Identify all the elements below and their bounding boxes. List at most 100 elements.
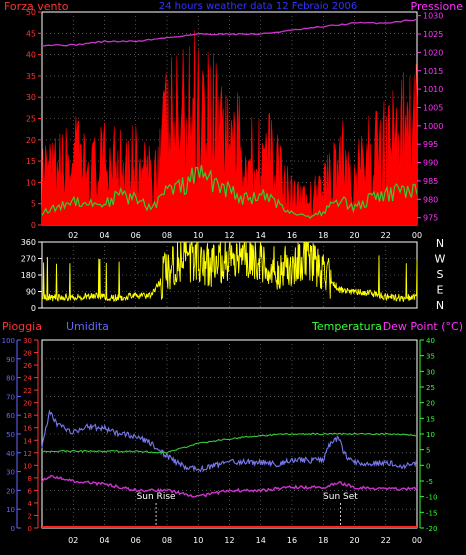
pressure-right-axis: 975 980 985 990 995 1000 1005 1010 1015 1020 1025 1… — [417, 12, 443, 223]
rain-tick-label: 12 — [23, 450, 32, 458]
wind-gust-line — [41, 165, 418, 219]
temperature-tick-label: 20 — [426, 400, 435, 408]
temperature-tick-label: -10 — [426, 494, 437, 502]
temperature-tick-label: 5 — [426, 447, 430, 455]
temperature-tick-label: 15 — [426, 415, 435, 423]
wind-tick-label: 20 — [26, 136, 36, 145]
rain-tick-label: 16 — [23, 425, 32, 433]
x-tick-label: 10 — [193, 231, 203, 240]
dewpoint-line — [41, 474, 418, 498]
x-tick-label: 08 — [162, 536, 172, 545]
pressure-tick-label: 1020 — [423, 48, 443, 57]
x-tick-label: 22 — [381, 536, 391, 545]
bottom-x-axis: 02 04 06 08 10 12 14 16 18 20 22 00 — [68, 536, 422, 545]
pressure-tick-label: 1025 — [423, 30, 443, 39]
wind-left-axis: 0 5 10 15 20 25 30 35 40 45 50 — [26, 8, 42, 230]
humidity-tick-label: 20 — [6, 487, 15, 495]
sun-marker-label: Sun Rise — [137, 492, 176, 502]
wind-tick-label: 35 — [26, 72, 36, 81]
compass-letter: N — [436, 237, 444, 250]
x-tick-label: 02 — [68, 536, 78, 545]
temperature-axis: -20 -15 -10 -5 0 5 10 15 20 25 30 35 40 — [420, 337, 437, 533]
temperature-tick-label: -5 — [426, 478, 433, 486]
temperature-axis-label: Temperatura — [311, 320, 382, 333]
pressure-tick-label: 975 — [423, 214, 438, 223]
pressure-tick-label: 995 — [423, 140, 438, 149]
humidity-tick-label: 70 — [6, 393, 15, 401]
temperature-tick-label: -15 — [426, 509, 437, 517]
x-tick-label: 06 — [131, 536, 141, 545]
temperature-tick-label: 10 — [426, 431, 435, 439]
pressure-tick-label: 1000 — [423, 122, 443, 131]
humidity-tick-label: 100 — [2, 337, 15, 345]
x-tick-label: 14 — [256, 536, 266, 545]
wind-tick-label: 30 — [26, 93, 36, 102]
sun-marker-label: Sun Set — [323, 492, 358, 502]
compass-letter: S — [437, 268, 444, 281]
dewpoint-series — [41, 474, 418, 498]
direction-tick-label: 90 — [26, 288, 36, 297]
x-tick-label: 10 — [193, 536, 203, 545]
humidity-tick-label: 80 — [6, 375, 15, 383]
wind-tick-label: 50 — [26, 8, 36, 17]
humidity-axis: 0 10 20 30 40 50 60 70 80 90 100 — [2, 337, 21, 533]
x-tick-label: 04 — [99, 536, 109, 545]
wind-speed-series — [41, 30, 418, 226]
wind-tick-label: 15 — [26, 157, 36, 166]
x-tick-label: 16 — [287, 536, 297, 545]
humidity-tick-label: 10 — [6, 506, 15, 514]
wind-gust-series — [41, 165, 418, 219]
rain-tick-label: 8 — [28, 475, 32, 483]
rain-tick-label: 14 — [23, 437, 32, 445]
rain-tick-label: 24 — [23, 375, 32, 383]
wind-direction-line — [41, 241, 418, 303]
direction-left-axis: 0 90 180 270 360 — [21, 238, 42, 313]
humidity-axis-label: Umidita — [66, 320, 109, 333]
direction-tick-label: 270 — [21, 255, 36, 264]
humidity-tick-label: 50 — [6, 431, 15, 439]
x-tick-label: 18 — [318, 536, 328, 545]
humidity-tick-label: 90 — [6, 356, 15, 364]
wind-direction-series — [41, 241, 418, 303]
temperature-tick-label: 35 — [426, 353, 435, 361]
pressure-tick-label: 1005 — [423, 103, 443, 112]
rain-tick-label: 2 — [28, 512, 32, 520]
humidity-tick-label: 0 — [11, 525, 15, 533]
x-tick-label: 02 — [68, 231, 78, 240]
x-tick-label: 06 — [131, 231, 141, 240]
rain-tick-label: 10 — [23, 462, 32, 470]
wind-tick-label: 5 — [31, 200, 36, 209]
humidity-grid — [42, 340, 417, 528]
rain-tick-label: 26 — [23, 362, 32, 370]
pressure-series — [41, 18, 418, 47]
pressure-tick-label: 1030 — [423, 12, 443, 21]
rain-tick-label: 0 — [28, 525, 32, 533]
compass-letter: E — [437, 284, 444, 297]
temperature-tick-label: -20 — [426, 525, 437, 533]
rain-tick-label: 22 — [23, 387, 32, 395]
humidity-series — [41, 409, 418, 473]
rain-tick-label: 28 — [23, 350, 32, 358]
x-tick-label: 00 — [412, 231, 422, 240]
dewpoint-axis-label: Dew Point (°C) — [383, 320, 463, 333]
temperature-series — [41, 432, 418, 454]
wind-tick-label: 25 — [26, 115, 36, 124]
rain-axis-label: Pioggia — [2, 320, 42, 333]
x-tick-label: 20 — [349, 536, 359, 545]
pressure-axis-label: Pressione — [411, 0, 464, 13]
rain-tick-label: 18 — [23, 412, 32, 420]
humidity-tick-label: 40 — [6, 450, 15, 458]
wind-x-axis: 02 04 06 08 10 12 14 16 18 20 22 00 — [68, 231, 422, 240]
direction-tick-label: 180 — [21, 271, 36, 280]
rain-tick-label: 20 — [23, 400, 32, 408]
temperature-line — [41, 432, 418, 454]
x-tick-label: 00 — [412, 536, 422, 545]
pressure-line — [41, 18, 418, 47]
x-tick-label: 22 — [381, 231, 391, 240]
x-tick-label: 08 — [162, 231, 172, 240]
x-tick-label: 12 — [224, 231, 234, 240]
pressure-tick-label: 990 — [423, 159, 438, 168]
